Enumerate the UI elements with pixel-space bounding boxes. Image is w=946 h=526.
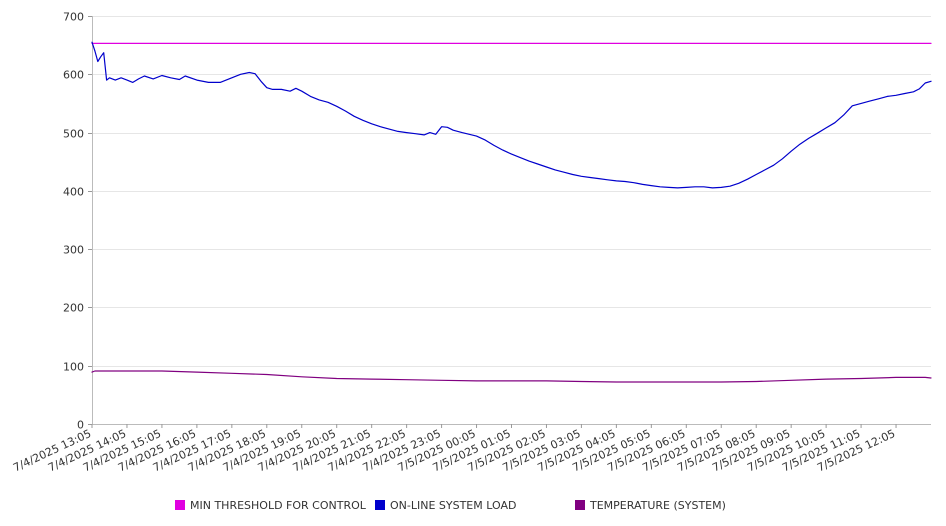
y-tick-label: 200 bbox=[63, 302, 84, 315]
y-tick-label: 400 bbox=[63, 186, 84, 199]
gridlines bbox=[92, 16, 931, 367]
y-tick-label: 500 bbox=[63, 128, 84, 141]
legend-item-temperature[interactable]: TEMPERATURE (SYSTEM) bbox=[575, 497, 726, 513]
y-tick-label: 700 bbox=[63, 11, 84, 24]
y-tick-label: 100 bbox=[63, 361, 84, 374]
y-tick-label: 0 bbox=[77, 419, 84, 432]
y-tick-label: 600 bbox=[63, 69, 84, 82]
y-tick-label: 300 bbox=[63, 244, 84, 257]
legend-swatch-icon bbox=[175, 500, 185, 510]
legend-label: MIN THRESHOLD FOR CONTROL bbox=[190, 498, 366, 512]
legend-item-min-threshold[interactable]: MIN THRESHOLD FOR CONTROL bbox=[175, 497, 366, 513]
series-line-1 bbox=[91, 41, 932, 189]
series-lines bbox=[91, 41, 932, 383]
x-axis-tick-labels: 7/4/2025 13:057/4/2025 14:057/4/2025 15:… bbox=[11, 427, 897, 475]
legend-swatch-icon bbox=[375, 500, 385, 510]
legend-swatch-icon bbox=[575, 500, 585, 510]
axes bbox=[88, 16, 931, 428]
legend-label: TEMPERATURE (SYSTEM) bbox=[590, 498, 726, 512]
series-line-2 bbox=[91, 370, 932, 383]
legend-item-system-load[interactable]: ON-LINE SYSTEM LOAD bbox=[375, 497, 516, 513]
legend: MIN THRESHOLD FOR CONTROL ON-LINE SYSTEM… bbox=[0, 497, 946, 515]
legend-label: ON-LINE SYSTEM LOAD bbox=[390, 498, 517, 512]
y-axis-tick-labels: 0 100 200 300 400 500 600 700 bbox=[63, 11, 84, 432]
